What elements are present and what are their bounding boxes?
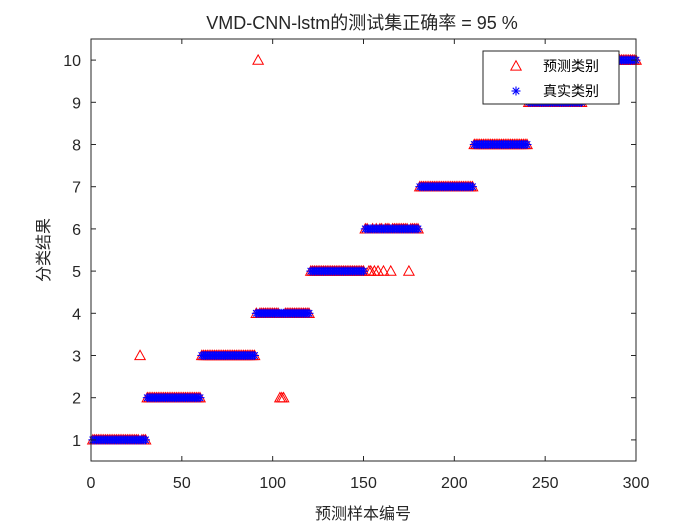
y-tick-label: 7 [72, 180, 81, 197]
y-tick-label: 9 [72, 95, 81, 112]
actual-point [250, 351, 259, 360]
predicted-point [252, 53, 265, 65]
actual-point [359, 266, 368, 276]
y-tick-label: 6 [72, 222, 81, 239]
legend-label: 预测类别 [543, 59, 599, 75]
y-tick-label: 8 [72, 138, 81, 155]
predicted-point [402, 264, 415, 276]
actual-point [468, 182, 477, 192]
x-tick-label: 300 [623, 475, 650, 492]
predicted-point [384, 264, 397, 276]
y-tick-label: 1 [72, 433, 81, 450]
x-tick-label: 150 [350, 475, 377, 492]
y-tick-label: 10 [63, 53, 81, 70]
actual-point [522, 140, 532, 149]
actual-point [304, 308, 314, 318]
y-tick-label: 3 [72, 349, 81, 366]
y-axis-label: 分类结果 [34, 218, 53, 282]
x-tick-label: 50 [173, 475, 191, 492]
legend-asterisk-icon [511, 86, 521, 96]
x-tick-label: 100 [259, 475, 286, 492]
actual-point [413, 224, 423, 234]
actual-point [141, 435, 150, 445]
predicted-point [377, 264, 390, 276]
x-tick-label: 200 [441, 475, 468, 492]
y-tick-label: 4 [72, 306, 81, 323]
legend-label: 真实类别 [543, 84, 599, 100]
y-tick-label: 5 [72, 264, 81, 281]
predicted-point [277, 391, 290, 403]
legend-entry: 预测类别 [509, 59, 599, 75]
x-tick-label: 250 [532, 475, 559, 492]
axis-ticks: 0 50 100 150 200 250 300 1 2 3 4 5 6 7 8 9 10 [63, 39, 649, 492]
x-axis-label: 预测样本编号 [315, 504, 411, 523]
legend-triangle-icon [509, 59, 523, 71]
plot-area [91, 39, 636, 461]
y-tick-label: 2 [72, 391, 81, 408]
legend-box [482, 50, 620, 105]
legend-entry: 真实类别 [511, 84, 599, 100]
predicted-point [134, 349, 147, 361]
actual-point [195, 393, 205, 403]
x-tick-label: 0 [87, 475, 96, 492]
chart-title: VMD-CNN-lstm的测试集正确率 = 95 % [206, 13, 518, 33]
